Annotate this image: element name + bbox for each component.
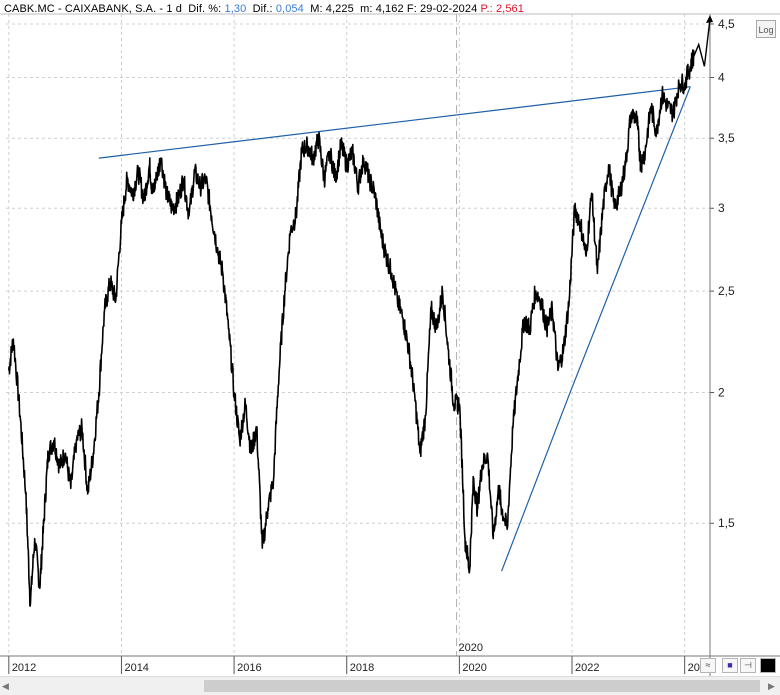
dif-value: 0,054 (275, 3, 304, 15)
quote-header: CABK.MC - CAIXABANK, S.A. - 1 d Dif. %: … (4, 3, 524, 15)
y-tick-label: 2 (718, 386, 725, 400)
year-marker-label: 2020 (459, 642, 483, 654)
x-tick-label: 2014 (124, 662, 148, 674)
max-label: M: (310, 3, 323, 15)
x-tick-label: 2022 (575, 662, 599, 674)
x-tick-label: 2016 (237, 662, 261, 674)
trendline (98, 86, 691, 159)
projection-arrow (693, 18, 711, 67)
log-scale-button[interactable]: Log (756, 20, 776, 38)
y-tick-label: 3 (718, 201, 725, 215)
price-series (8, 14, 713, 607)
price-label: P.: (480, 3, 493, 15)
max-value: 4,225 (325, 3, 354, 15)
x-tick-label: 2018 (350, 662, 374, 674)
interval-label: - 1 d (159, 3, 182, 15)
y-tick-label: 3,5 (718, 131, 735, 145)
date-label: F: (406, 3, 417, 15)
trendlines (98, 86, 691, 572)
triangle-right-icon[interactable]: ▶ (768, 681, 775, 691)
trendline (501, 86, 691, 572)
y-tick-label: 4 (718, 71, 725, 85)
zoom-button[interactable]: ≈ (700, 658, 716, 673)
dif-label: Dif.: (252, 3, 273, 15)
pin-icon: ⊣ (744, 660, 752, 670)
y-tick-label: 4,5 (718, 17, 735, 31)
triangle-left-icon[interactable]: ◀ (2, 681, 9, 691)
chart-axes (0, 13, 780, 676)
projection-arrowhead (706, 14, 713, 23)
price-value: 2,561 (495, 3, 524, 15)
min-value: 4,162 (375, 3, 404, 15)
x-tick-labels: 20122014201620182020202220242020 (12, 642, 712, 674)
date-value: 29-02-2024 (420, 3, 478, 15)
pin-button[interactable]: ⊣ (740, 658, 756, 673)
min-label: m: (360, 3, 373, 15)
y-tick-label: 2,5 (718, 284, 735, 298)
horizontal-scrollbar[interactable]: ◀ ▶ (0, 676, 780, 695)
dif-pct-label: Dif. %: (188, 3, 222, 15)
y-tick-labels: 1,5 2 2,5 3 3,5 4 4,5 (718, 17, 735, 530)
chart-grid (6, 14, 710, 656)
price-line (8, 49, 695, 607)
save-icon: ■ (727, 660, 733, 670)
save-button[interactable]: ■ (722, 658, 738, 673)
color-swatch-button[interactable] (760, 658, 776, 673)
x-tick-label: 2020 (462, 662, 486, 674)
x-tick-label: 2012 (12, 662, 36, 674)
dif-pct-value: 1,30 (224, 3, 247, 15)
symbol-title: CABK.MC - CAIXABANK, S.A. (4, 3, 157, 15)
y-tick-label: 1,5 (718, 516, 735, 530)
scrollbar-thumb[interactable] (204, 680, 760, 692)
zoom-icon: ≈ (705, 660, 711, 670)
